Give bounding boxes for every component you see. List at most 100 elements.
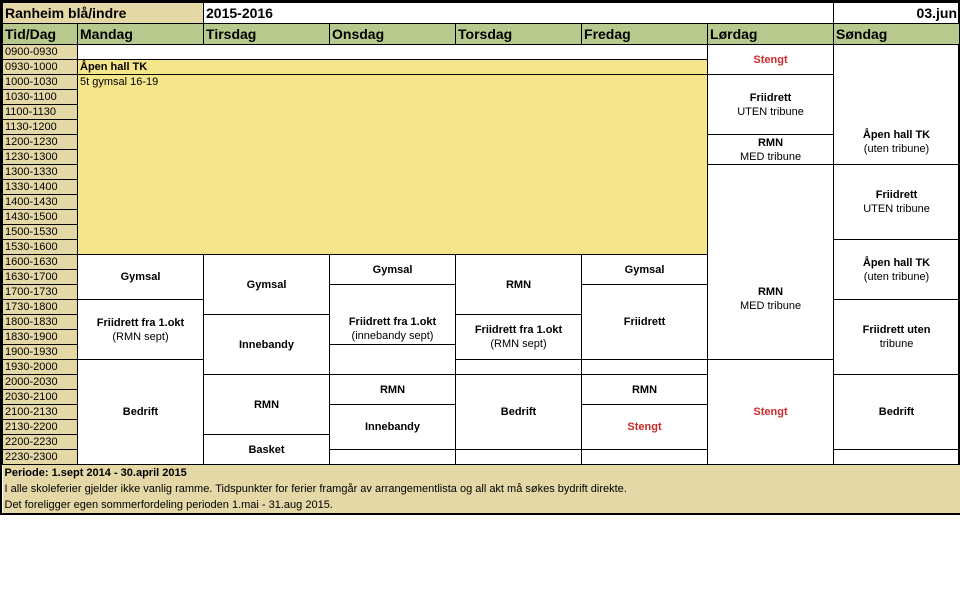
time-cell: 1730-1800: [3, 300, 78, 315]
time-cell: 0930-1000: [3, 60, 78, 75]
uten-tribune-paren: (uten tribune): [836, 142, 957, 156]
block-tue-innebandy: Innebandy: [204, 315, 330, 375]
block-tue-gymsal: Gymsal: [204, 255, 330, 315]
header-fri: Fredag: [582, 24, 708, 45]
block-fri-gymsal: Gymsal: [582, 255, 708, 285]
rmn-sept-label2: (RMN sept): [458, 337, 579, 351]
block-wed-gymsal: Gymsal: [330, 255, 456, 285]
block-sat-rmn: RMN MED tribune: [708, 135, 834, 165]
block-sun-friidrett: Friidrett UTEN tribune: [834, 165, 960, 240]
time-cell: 1800-1830: [3, 315, 78, 330]
schedule-container: Ranheim blå/indre 2015-2016 03.jun Tid/D…: [0, 0, 960, 515]
friidrett-fra-label2: Friidrett fra 1.okt: [332, 315, 453, 329]
med-tribune-label: MED tribune: [710, 150, 831, 164]
block-mon-bedrift: Bedrift: [78, 360, 204, 465]
friidrett-label: Friidrett: [710, 91, 831, 105]
time-cell: 1030-1100: [3, 90, 78, 105]
apen-tk-label: Åpen hall TK: [836, 128, 957, 142]
block-thu-friidrett-fra: Friidrett fra 1.okt (RMN sept): [456, 315, 582, 360]
apen-tk-label2: Åpen hall TK: [836, 256, 957, 270]
block-mon-gymsal: Gymsal: [78, 255, 204, 300]
header-time: Tid/Dag: [3, 24, 78, 45]
footer-periode-text: Periode: 1.sept 2014 - 30.april 2015: [3, 465, 960, 482]
friidrett-uten-label: Friidrett uten: [836, 323, 957, 337]
block-sat-friidrett: Friidrett UTEN tribune: [708, 75, 834, 135]
footer-line2: Det foreligger egen sommerfordeling peri…: [3, 497, 960, 513]
header-thu: Torsdag: [456, 24, 582, 45]
time-cell: 1430-1500: [3, 210, 78, 225]
footer-periode: Periode: 1.sept 2014 - 30.april 2015: [3, 465, 960, 482]
block-thu-rmn: RMN: [456, 255, 582, 315]
time-cell: 1930-2000: [3, 360, 78, 375]
footer-line2-text: Det foreligger egen sommerfordeling peri…: [3, 497, 960, 513]
block-sun-apen-tk: Åpen hall TK (uten tribune): [834, 120, 960, 165]
footer-line1: I alle skoleferier gjelder ikke vanlig r…: [3, 481, 960, 497]
title-year: 2015-2016: [204, 3, 834, 24]
time-cell: 1230-1300: [3, 150, 78, 165]
time-cell: 2130-2200: [3, 420, 78, 435]
block-tue-basket: Basket: [204, 435, 330, 465]
block-fri-stengt: Stengt: [582, 405, 708, 450]
med-tribune-label2: MED tribune: [710, 299, 831, 313]
time-cell: 1200-1230: [3, 135, 78, 150]
time-cell: 0900-0930: [3, 45, 78, 60]
time-cell: 2230-2300: [3, 450, 78, 465]
tribune-label: tribune: [836, 337, 957, 351]
time-cell: 1600-1630: [3, 255, 78, 270]
time-cell: 1830-1900: [3, 330, 78, 345]
block-apen-tk: Åpen hall TK: [78, 60, 708, 75]
time-cell: 1130-1200: [3, 120, 78, 135]
header-mon: Mandag: [78, 24, 204, 45]
time-cell: 1630-1700: [3, 270, 78, 285]
time-cell: 1400-1430: [3, 195, 78, 210]
block-sun-apen-tk2: Åpen hall TK (uten tribune): [834, 240, 960, 300]
block-sat-stengt: Stengt: [708, 360, 834, 465]
block-stengt: Stengt: [708, 45, 834, 75]
time-cell: 2030-2100: [3, 390, 78, 405]
header-wed: Onsdag: [330, 24, 456, 45]
time-cell: 1300-1330: [3, 165, 78, 180]
row-0900: 0900-0930 Stengt: [3, 45, 960, 60]
uten-tribune-label: UTEN tribune: [710, 105, 831, 119]
footer-line1-text: I alle skoleferier gjelder ikke vanlig r…: [3, 481, 960, 497]
header-sat: Lørdag: [708, 24, 834, 45]
block-wed-innebandy: Innebandy: [330, 405, 456, 450]
header-tue: Tirsdag: [204, 24, 330, 45]
row-1000: 1000-1030 5t gymsal 16-19 Friidrett UTEN…: [3, 75, 960, 90]
friidrett-label2: Friidrett: [836, 188, 957, 202]
time-cell: 1530-1600: [3, 240, 78, 255]
header-row: Tid/Dag Mandag Tirsdag Onsdag Torsdag Fr…: [3, 24, 960, 45]
time-cell: 1000-1030: [3, 75, 78, 90]
time-cell: 2100-2130: [3, 405, 78, 420]
time-cell: 1700-1730: [3, 285, 78, 300]
block-tue-rmn: RMN: [204, 375, 330, 435]
block-sat-rmn-med: RMN MED tribune: [708, 240, 834, 360]
title-right: 03.jun: [834, 3, 960, 24]
block-5t-gymsal: 5t gymsal 16-19: [78, 75, 708, 255]
title-row: Ranheim blå/indre 2015-2016 03.jun: [3, 3, 960, 24]
time-cell: 2000-2030: [3, 375, 78, 390]
block-wed-rmn: RMN: [330, 375, 456, 405]
row-1930: 1930-2000 Bedrift Stengt: [3, 360, 960, 375]
uten-tribune-label2: UTEN tribune: [836, 202, 957, 216]
rmn-sept-label: (RMN sept): [80, 330, 201, 344]
block-sun-friidrett-uten: Friidrett uten tribune: [834, 300, 960, 375]
friidrett-fra-label3: Friidrett fra 1.okt: [458, 323, 579, 337]
time-cell: 1500-1530: [3, 225, 78, 240]
rmn-label2: RMN: [710, 285, 831, 299]
innebandy-sept-label: (innebandy sept): [332, 329, 453, 343]
time-cell: 2200-2230: [3, 435, 78, 450]
time-cell: 1900-1930: [3, 345, 78, 360]
time-cell: 1330-1400: [3, 180, 78, 195]
friidrett-fra-label: Friidrett fra 1.okt: [80, 316, 201, 330]
schedule-table: Ranheim blå/indre 2015-2016 03.jun Tid/D…: [2, 2, 960, 513]
block-wed-friidrett-fra: Friidrett fra 1.okt (innebandy sept): [330, 315, 456, 345]
uten-tribune-paren2: (uten tribune): [836, 270, 957, 284]
block-fri-friidrett: Friidrett: [582, 285, 708, 360]
block-sun-bedrift: Bedrift: [834, 375, 960, 450]
title-left: Ranheim blå/indre: [3, 3, 204, 24]
block-fri-rmn: RMN: [582, 375, 708, 405]
header-sun: Søndag: [834, 24, 960, 45]
rmn-label: RMN: [710, 136, 831, 150]
time-cell: 1100-1130: [3, 105, 78, 120]
